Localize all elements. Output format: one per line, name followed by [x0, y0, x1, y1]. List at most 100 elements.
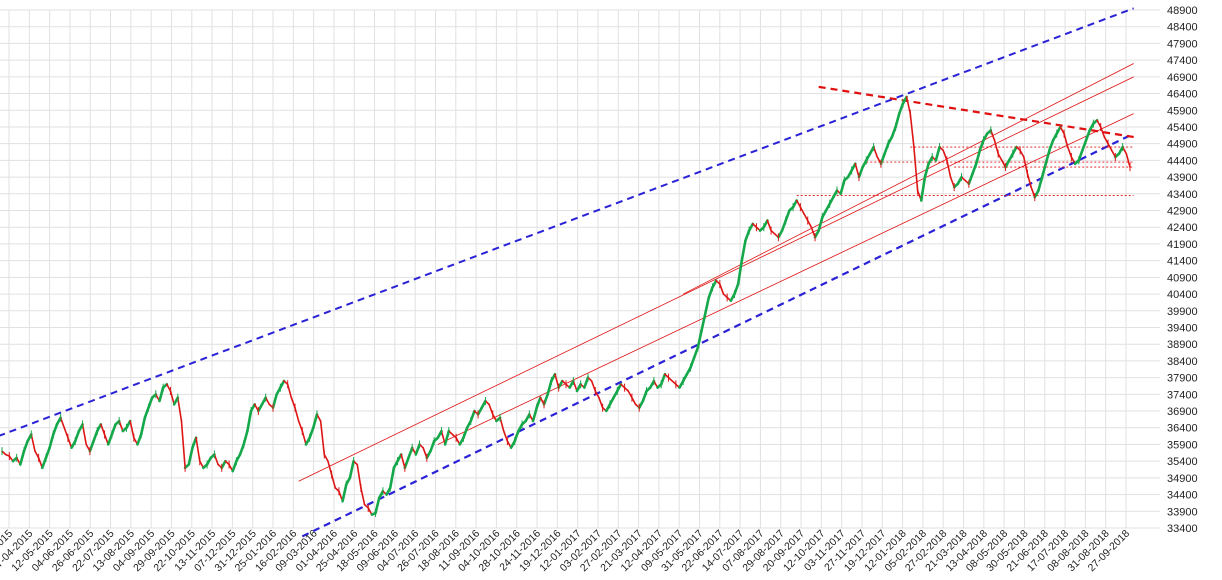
price-segment — [707, 286, 714, 299]
price-segment — [1015, 146, 1021, 152]
price-segment — [26, 433, 33, 443]
price-segment — [938, 146, 945, 152]
price-segment — [59, 416, 66, 429]
price-segment — [868, 145, 875, 156]
price-segment — [330, 473, 337, 489]
price-segment — [1084, 129, 1092, 142]
price-segment — [1103, 136, 1109, 145]
price-segment — [1117, 145, 1124, 156]
y-tick-label: 43400 — [1167, 189, 1198, 201]
price-segment — [524, 413, 531, 423]
price-segment — [400, 453, 406, 469]
price-segment — [1096, 119, 1102, 128]
resistance-line — [818, 85, 1134, 139]
price-segment — [780, 219, 788, 232]
y-tick-label: 47900 — [1167, 38, 1198, 50]
price-segment — [110, 423, 117, 436]
y-tick-label: 38400 — [1167, 356, 1198, 368]
price-segment — [11, 456, 18, 463]
y-tick-label: 44900 — [1167, 139, 1198, 151]
y-tick-label: 34400 — [1167, 490, 1198, 502]
price-segment — [139, 416, 147, 436]
price-segment — [692, 346, 700, 359]
price-segment — [448, 430, 454, 436]
price-segment — [1092, 118, 1099, 125]
price-segment — [283, 380, 289, 386]
price-segment — [1040, 162, 1048, 179]
y-tick-label: 42400 — [1167, 222, 1198, 234]
price-segment — [422, 446, 428, 459]
price-segment — [220, 459, 227, 470]
y-tick-label: 35400 — [1167, 456, 1198, 468]
price-segment — [360, 487, 366, 506]
price-segment — [429, 439, 436, 453]
price-segment — [1059, 126, 1065, 135]
y-tick-label: 35900 — [1167, 439, 1198, 451]
y-tick-label: 36900 — [1167, 406, 1198, 418]
price-segment — [960, 176, 966, 182]
red-channel-line-2 — [683, 63, 1134, 295]
price-segment — [319, 420, 326, 456]
price-segment — [388, 466, 396, 490]
price-segment — [942, 149, 948, 162]
price-segment — [1055, 125, 1062, 135]
price-segment — [187, 446, 194, 466]
price-segment — [308, 426, 315, 440]
price-segment — [488, 403, 494, 416]
gridlines — [0, 9, 1160, 529]
y-tick-label: 46900 — [1167, 72, 1198, 84]
y-tick-label: 45900 — [1167, 105, 1198, 117]
price-segment — [766, 219, 772, 232]
price-segment — [990, 129, 996, 142]
price-segment — [92, 429, 99, 443]
red-channel-line-3 — [437, 113, 1134, 445]
price-segment — [30, 433, 36, 452]
price-segment — [286, 383, 293, 399]
price-segment — [817, 215, 824, 232]
price-segment — [872, 146, 879, 158]
price-segment — [143, 406, 150, 420]
price-segment — [711, 279, 718, 289]
price-segment — [271, 393, 278, 409]
y-tick-label: 39900 — [1167, 306, 1198, 318]
price-segment — [839, 179, 846, 196]
price-segment — [1026, 172, 1032, 188]
price-segment — [974, 149, 982, 166]
price-segment — [297, 420, 304, 432]
price-segment — [436, 429, 443, 440]
price-segment — [374, 496, 381, 515]
price-segment — [913, 146, 919, 192]
price-segment — [1, 450, 7, 456]
y-tick-label: 36400 — [1167, 423, 1198, 435]
price-segment — [719, 283, 725, 295]
price-segment — [751, 223, 758, 229]
price-segment — [598, 396, 604, 409]
price-segment — [451, 433, 457, 439]
price-segment — [106, 433, 114, 446]
price-segment — [1099, 126, 1106, 138]
price-segment — [803, 213, 809, 222]
price-segment — [238, 443, 246, 456]
price-segment — [1081, 139, 1088, 152]
y-tick-label: 48400 — [1167, 22, 1198, 34]
price-segment — [195, 436, 201, 462]
price-segment — [484, 400, 490, 406]
price-segment — [118, 420, 124, 432]
price-segment — [620, 383, 626, 389]
price-segment — [311, 413, 319, 430]
price-segment — [715, 279, 721, 285]
price-segment — [180, 420, 186, 469]
price-segment — [462, 426, 469, 440]
price-segment — [784, 209, 791, 222]
price-segment — [623, 386, 630, 392]
price-segment — [19, 449, 26, 466]
price-segment — [158, 386, 165, 403]
y-tick-label: 37400 — [1167, 389, 1198, 401]
price-segment — [301, 430, 307, 446]
upper-channel-line — [0, 7, 1135, 437]
price-segment — [166, 383, 172, 392]
y-tick-label: 38900 — [1167, 339, 1198, 351]
price-segment — [67, 436, 73, 449]
y-tick-label: 34900 — [1167, 473, 1198, 485]
